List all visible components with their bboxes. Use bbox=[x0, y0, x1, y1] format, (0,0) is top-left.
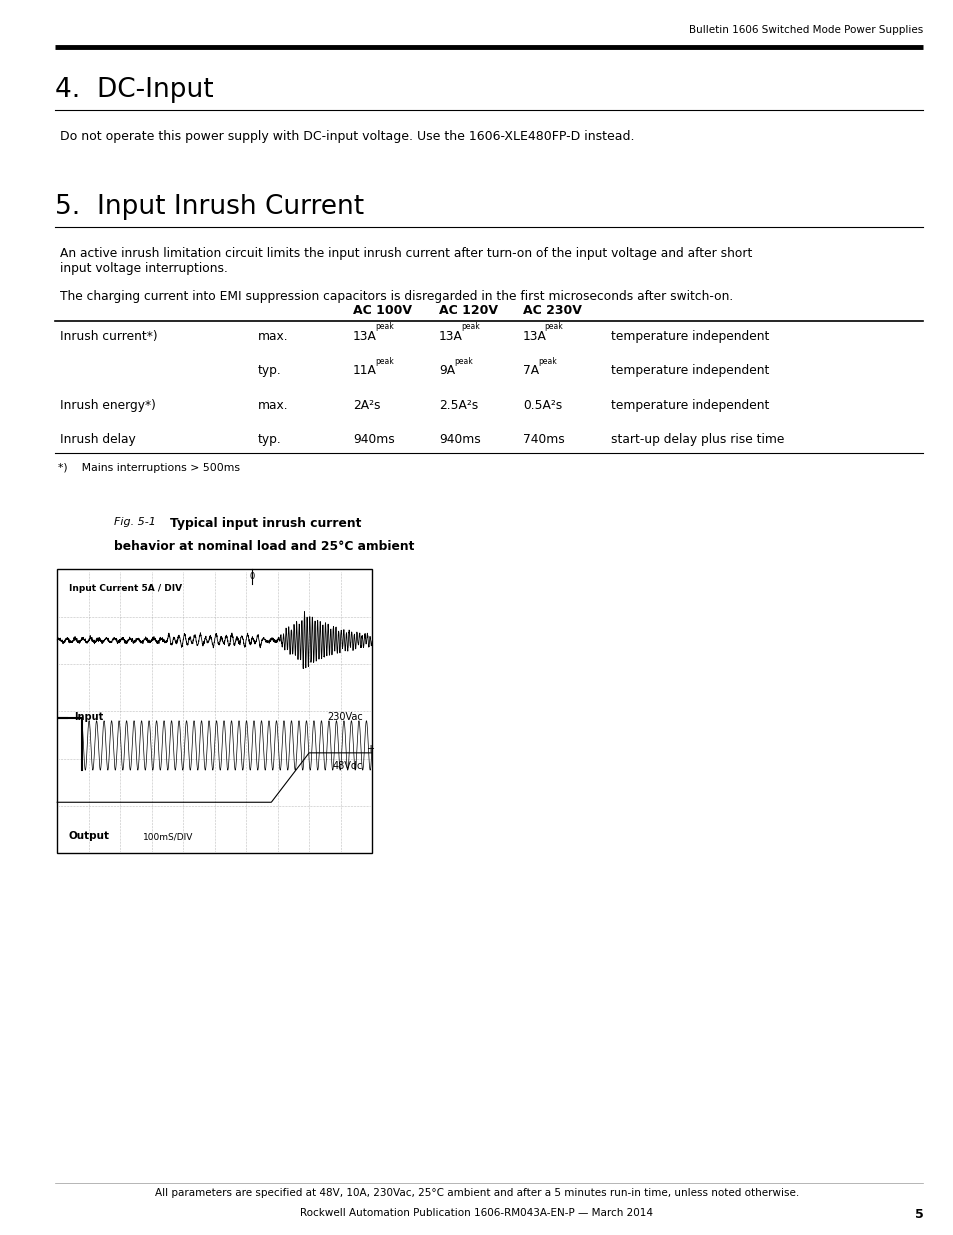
Text: start-up delay plus rise time: start-up delay plus rise time bbox=[610, 433, 783, 447]
Text: temperature independent: temperature independent bbox=[610, 330, 768, 343]
Text: peak: peak bbox=[454, 357, 473, 366]
Text: An active inrush limitation circuit limits the input inrush current after turn-o: An active inrush limitation circuit limi… bbox=[60, 247, 752, 275]
Text: Input: Input bbox=[74, 713, 104, 722]
Text: +: + bbox=[366, 745, 374, 755]
Text: 0: 0 bbox=[250, 572, 254, 580]
Text: peak: peak bbox=[460, 322, 479, 331]
Text: typ.: typ. bbox=[257, 364, 281, 378]
Text: AC 120V: AC 120V bbox=[438, 304, 497, 317]
Text: Inrush current*): Inrush current*) bbox=[60, 330, 157, 343]
Text: temperature independent: temperature independent bbox=[610, 364, 768, 378]
Text: Do not operate this power supply with DC-input voltage. Use the 1606-XLE480FP-D : Do not operate this power supply with DC… bbox=[60, 130, 634, 143]
Bar bbox=[57, 569, 372, 853]
Text: 7A: 7A bbox=[522, 364, 538, 378]
Text: peak: peak bbox=[537, 357, 557, 366]
Text: peak: peak bbox=[375, 322, 394, 331]
Text: Fig. 5-1: Fig. 5-1 bbox=[114, 517, 156, 527]
Text: 740ms: 740ms bbox=[522, 433, 564, 447]
Text: 48Vdc: 48Vdc bbox=[332, 761, 362, 771]
Text: peak: peak bbox=[544, 322, 563, 331]
Text: behavior at nominal load and 25°C ambient: behavior at nominal load and 25°C ambien… bbox=[114, 540, 415, 553]
Text: max.: max. bbox=[257, 330, 288, 343]
Text: 5.  Input Inrush Current: 5. Input Inrush Current bbox=[55, 194, 364, 220]
Text: Rockwell Automation Publication 1606-RM043A-EN-P — March 2014: Rockwell Automation Publication 1606-RM0… bbox=[300, 1208, 653, 1218]
Text: 940ms: 940ms bbox=[353, 433, 395, 447]
Text: 13A: 13A bbox=[522, 330, 546, 343]
Text: 9A: 9A bbox=[438, 364, 455, 378]
Text: Bulletin 1606 Switched Mode Power Supplies: Bulletin 1606 Switched Mode Power Suppli… bbox=[688, 25, 923, 36]
Text: The charging current into EMI suppression capacitors is disregarded in the first: The charging current into EMI suppressio… bbox=[60, 290, 733, 304]
Text: Inrush delay: Inrush delay bbox=[60, 433, 135, 447]
Text: 5: 5 bbox=[914, 1208, 923, 1221]
Text: AC 230V: AC 230V bbox=[522, 304, 581, 317]
Text: 230Vac: 230Vac bbox=[327, 713, 362, 722]
Text: 13A: 13A bbox=[353, 330, 376, 343]
Text: *)    Mains interruptions > 500ms: *) Mains interruptions > 500ms bbox=[58, 463, 240, 473]
Text: Output: Output bbox=[69, 831, 110, 841]
Text: 940ms: 940ms bbox=[438, 433, 480, 447]
Text: temperature independent: temperature independent bbox=[610, 399, 768, 412]
Text: Typical input inrush current: Typical input inrush current bbox=[170, 517, 361, 531]
Text: Input Current 5A / DIV: Input Current 5A / DIV bbox=[69, 584, 182, 593]
Text: 100mS/DIV: 100mS/DIV bbox=[143, 832, 193, 841]
Text: 13A: 13A bbox=[438, 330, 462, 343]
Text: Inrush energy*): Inrush energy*) bbox=[60, 399, 155, 412]
Text: 0.5A²s: 0.5A²s bbox=[522, 399, 561, 412]
Text: 2A²s: 2A²s bbox=[353, 399, 380, 412]
Text: max.: max. bbox=[257, 399, 288, 412]
Text: 4.  DC-Input: 4. DC-Input bbox=[55, 77, 213, 103]
Text: All parameters are specified at 48V, 10A, 230Vac, 25°C ambient and after a 5 min: All parameters are specified at 48V, 10A… bbox=[154, 1188, 799, 1198]
Text: AC 100V: AC 100V bbox=[353, 304, 412, 317]
Text: peak: peak bbox=[375, 357, 394, 366]
Text: 11A: 11A bbox=[353, 364, 376, 378]
Text: typ.: typ. bbox=[257, 433, 281, 447]
Text: 2.5A²s: 2.5A²s bbox=[438, 399, 477, 412]
